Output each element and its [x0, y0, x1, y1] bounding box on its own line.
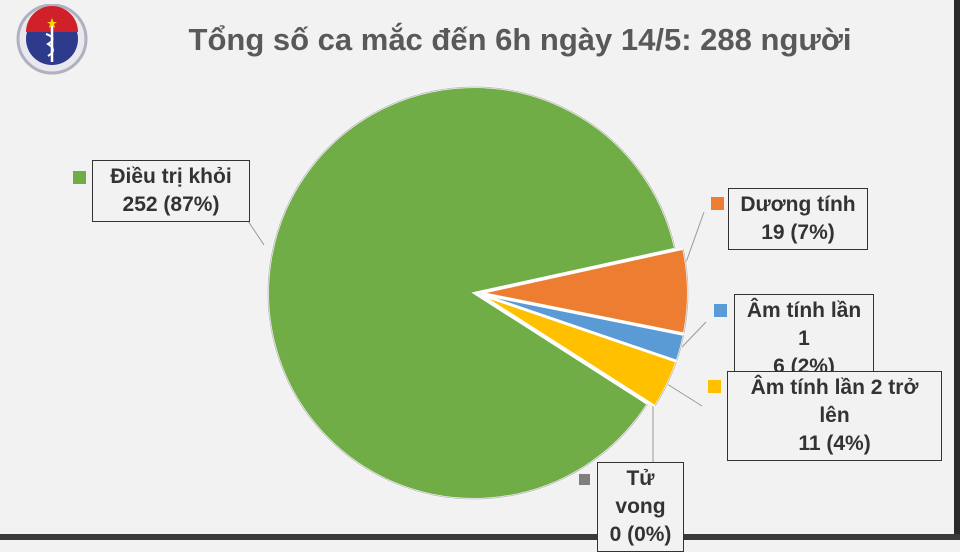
- pie-slice-edge-am-tinh-lan-2: [654, 361, 677, 407]
- data-label-tu-vong: Tử vong 0 (0%): [597, 462, 684, 552]
- slice-value: 252 (87%): [122, 193, 220, 216]
- frame-edge-bottom: [0, 534, 960, 540]
- slice-value: 19 (7%): [761, 221, 835, 244]
- data-label-am-tinh-lan-2: Âm tính lần 2 trở lên 11 (4%): [727, 371, 942, 461]
- legend-swatch-duong-tinh: [711, 197, 724, 210]
- slice-value: 11 (4%): [798, 432, 871, 455]
- chart-title: Tổng số ca mắc đến 6h ngày 14/5: 288 ngư…: [188, 22, 852, 57]
- leader-line-am-tinh-lan-1: [681, 321, 707, 348]
- ministry-of-health-logo: [16, 4, 88, 75]
- pie-slice-edge-duong-tinh: [682, 248, 689, 334]
- slice-name: Dương tính: [740, 193, 856, 216]
- slice-name: Điều trị khỏi: [110, 165, 232, 188]
- pie-slice-am-tinh-lan-2: [480, 294, 678, 408]
- data-label-duong-tinh: Dương tính 19 (7%): [728, 188, 868, 250]
- slice-name: Âm tính lần 1: [746, 299, 862, 350]
- slice-value: 0 (0%): [609, 523, 672, 546]
- slice-name: Tử vong: [615, 467, 666, 518]
- slice-name: Âm tính lần 2 trở lên: [750, 376, 919, 427]
- legend-swatch-am-tinh-lan-2: [708, 380, 721, 393]
- legend-swatch-dieu-tri-khoi: [73, 171, 86, 184]
- pie-slice-edge-dieu-tri-khoi: [267, 86, 676, 500]
- data-label-dieu-tri-khoi: Điều trị khỏi 252 (87%): [92, 160, 250, 222]
- legend-swatch-tu-vong: [579, 474, 590, 485]
- pie-slice-dieu-tri-khoi: [267, 86, 677, 500]
- pie-slice-duong-tinh: [481, 247, 689, 335]
- frame-edge-right: [954, 0, 960, 540]
- leader-line-am-tinh-lan-2: [663, 381, 703, 407]
- pie-chart: [225, 86, 707, 500]
- leader-line-duong-tinh: [683, 211, 705, 269]
- legend-swatch-am-tinh-lan-1: [714, 304, 727, 317]
